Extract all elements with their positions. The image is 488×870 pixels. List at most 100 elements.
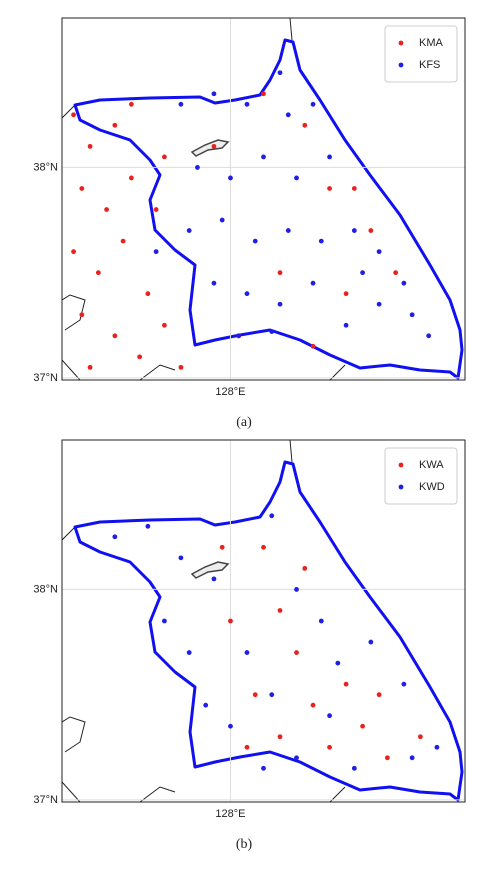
station-point bbox=[178, 101, 184, 107]
station-point bbox=[269, 513, 275, 519]
y-tick-label: 38°N bbox=[33, 583, 58, 595]
station-point bbox=[244, 291, 250, 297]
station-point bbox=[376, 301, 382, 307]
station-point bbox=[219, 217, 225, 223]
station-point bbox=[327, 744, 332, 750]
station-point bbox=[228, 723, 233, 729]
station-point bbox=[236, 333, 242, 339]
station-point bbox=[351, 228, 357, 233]
station-point bbox=[261, 544, 266, 550]
station-point bbox=[244, 101, 250, 107]
station-point bbox=[195, 165, 200, 170]
station-point bbox=[368, 639, 374, 645]
station-point bbox=[285, 228, 291, 233]
station-point bbox=[277, 608, 283, 613]
x-tick-label: 128°E bbox=[215, 386, 245, 398]
station-point bbox=[178, 555, 184, 561]
station-point bbox=[418, 734, 423, 740]
station-point bbox=[285, 112, 291, 118]
station-point bbox=[261, 765, 266, 771]
station-point bbox=[310, 101, 316, 107]
station-point bbox=[310, 280, 316, 286]
legend-box bbox=[384, 447, 458, 505]
station-point bbox=[87, 143, 93, 149]
legend-marker bbox=[398, 40, 404, 46]
station-point bbox=[277, 301, 283, 307]
legend-label: KMA bbox=[419, 37, 444, 49]
station-point bbox=[120, 238, 126, 244]
station-point bbox=[351, 765, 357, 771]
station-point bbox=[277, 734, 283, 740]
station-point bbox=[376, 249, 382, 255]
station-point bbox=[153, 207, 159, 212]
station-point bbox=[409, 755, 415, 761]
station-point bbox=[294, 175, 299, 181]
legend-marker bbox=[398, 462, 404, 468]
station-point bbox=[162, 618, 167, 624]
station-point bbox=[401, 681, 407, 687]
legend-box bbox=[384, 25, 458, 83]
station-point bbox=[360, 270, 365, 276]
station-point bbox=[203, 702, 209, 708]
station-point bbox=[211, 143, 217, 149]
station-point bbox=[79, 312, 85, 318]
frame bbox=[61, 439, 466, 803]
station-point bbox=[393, 270, 399, 276]
station-point bbox=[343, 681, 349, 687]
station-point bbox=[327, 186, 332, 191]
station-point bbox=[162, 322, 167, 328]
station-point bbox=[71, 249, 76, 255]
station-point bbox=[335, 660, 341, 666]
station-point bbox=[95, 270, 101, 276]
station-point bbox=[261, 91, 266, 97]
station-point bbox=[302, 565, 308, 571]
station-point bbox=[79, 186, 85, 191]
station-point bbox=[277, 270, 283, 276]
station-point bbox=[112, 333, 118, 339]
x-tick-label: 128°E bbox=[215, 808, 245, 820]
station-point bbox=[434, 744, 440, 750]
station-point bbox=[426, 333, 432, 339]
station-point bbox=[376, 692, 382, 698]
legend-marker bbox=[398, 484, 404, 490]
station-point bbox=[104, 207, 109, 212]
station-point bbox=[252, 692, 258, 698]
station-point bbox=[327, 713, 332, 719]
station-point bbox=[294, 587, 299, 592]
station-point bbox=[318, 618, 324, 624]
station-point bbox=[137, 354, 143, 360]
station-point bbox=[186, 228, 192, 233]
station-point bbox=[112, 122, 118, 128]
station-point bbox=[145, 291, 151, 297]
station-point bbox=[294, 755, 299, 761]
station-point bbox=[269, 329, 275, 334]
station-point bbox=[219, 544, 225, 550]
station-point bbox=[277, 70, 283, 76]
station-point bbox=[310, 702, 316, 708]
y-tick-label: 37°N bbox=[33, 372, 58, 384]
station-point bbox=[401, 280, 407, 286]
station-point bbox=[343, 291, 349, 297]
station-point bbox=[261, 154, 266, 160]
station-point bbox=[252, 238, 258, 244]
station-point bbox=[368, 228, 374, 233]
station-point bbox=[211, 91, 217, 97]
station-point bbox=[71, 112, 76, 118]
station-point bbox=[87, 364, 93, 370]
legend-marker bbox=[398, 62, 404, 68]
station-point bbox=[318, 238, 324, 244]
y-tick-label: 38°N bbox=[33, 161, 58, 173]
station-point bbox=[153, 249, 159, 255]
station-point bbox=[162, 154, 167, 160]
station-point bbox=[244, 744, 250, 750]
station-point bbox=[384, 755, 390, 761]
station-point bbox=[128, 175, 134, 181]
station-point bbox=[244, 650, 250, 655]
station-point bbox=[211, 280, 217, 286]
station-point bbox=[178, 364, 184, 370]
station-point bbox=[211, 576, 217, 582]
station-point bbox=[145, 523, 151, 529]
legend-label: KWD bbox=[419, 481, 445, 493]
station-point bbox=[302, 122, 308, 128]
